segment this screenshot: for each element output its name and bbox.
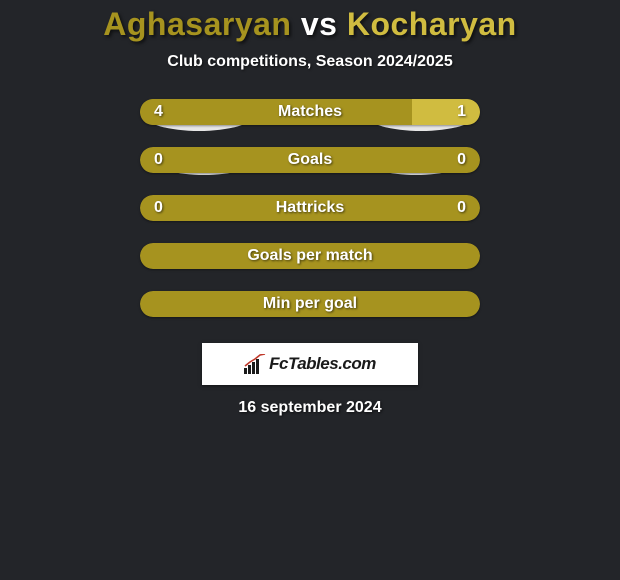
stat-row: 00Hattricks xyxy=(140,195,480,221)
logo-chart-icon xyxy=(244,354,266,374)
stat-label: Goals per match xyxy=(140,247,480,265)
page-title: Aghasaryan vs Kocharyan xyxy=(103,6,516,43)
stat-row: Min per goal xyxy=(140,291,480,317)
stat-label: Hattricks xyxy=(140,199,480,217)
stat-bar: 41Matches xyxy=(140,99,480,125)
stat-row: Goals per match xyxy=(140,243,480,269)
subtitle: Club competitions, Season 2024/2025 xyxy=(167,53,452,71)
title-player1: Aghasaryan xyxy=(103,6,291,42)
date-text: 16 september 2024 xyxy=(238,399,381,417)
title-player2: Kocharyan xyxy=(347,6,517,42)
logo: FcTables.com xyxy=(244,354,376,374)
stat-bar: Min per goal xyxy=(140,291,480,317)
stat-label: Matches xyxy=(140,103,480,121)
stat-bar: 00Hattricks xyxy=(140,195,480,221)
stat-bar: Goals per match xyxy=(140,243,480,269)
stat-row: 41Matches xyxy=(140,99,480,125)
logo-box[interactable]: FcTables.com xyxy=(202,343,418,385)
stat-bar: 00Goals xyxy=(140,147,480,173)
logo-text: FcTables.com xyxy=(269,354,376,374)
infographic-container: Aghasaryan vs Kocharyan Club competition… xyxy=(0,0,620,417)
title-vs: vs xyxy=(291,6,346,42)
stat-label: Min per goal xyxy=(140,295,480,313)
stat-label: Goals xyxy=(140,151,480,169)
stat-bars: 41Matches 00Goals 00Hattricks Goals per mat… xyxy=(140,99,480,339)
stat-row: 00Goals xyxy=(140,147,480,173)
